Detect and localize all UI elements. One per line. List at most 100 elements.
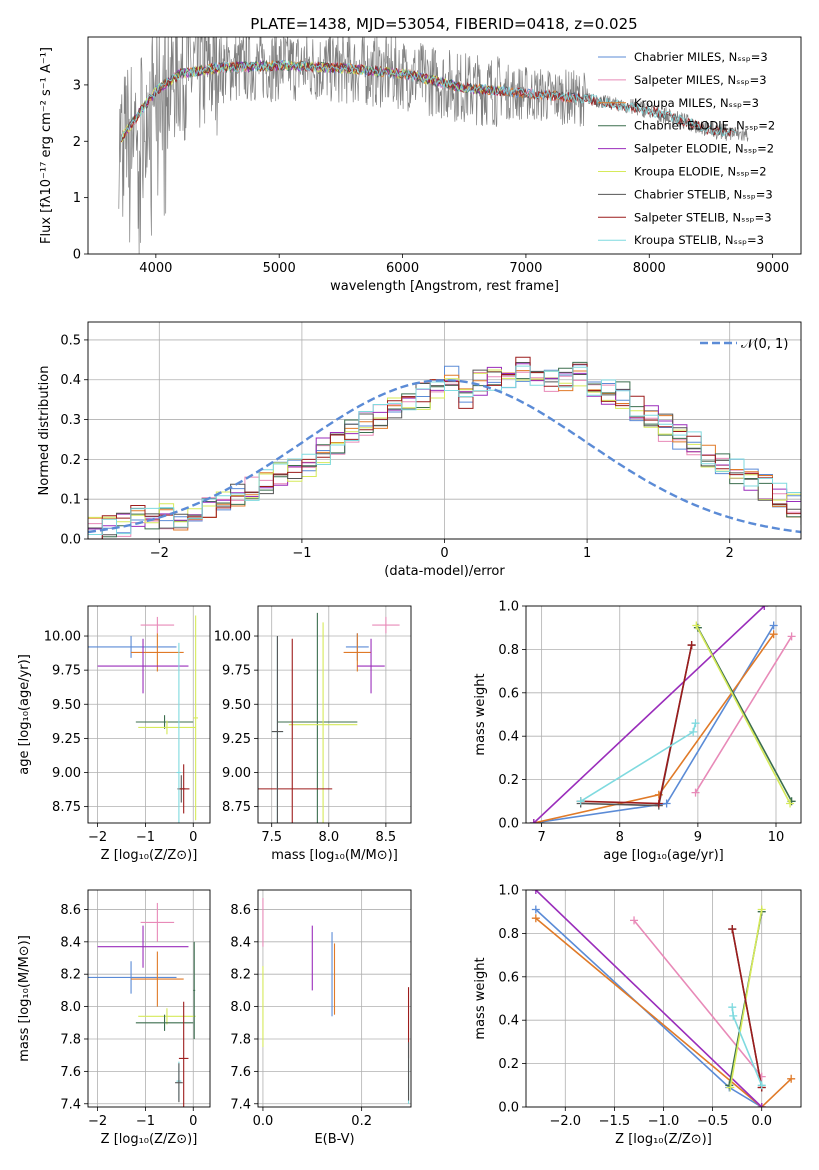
errorbar-point — [97, 638, 189, 694]
errorbar-point — [131, 633, 184, 672]
y-tick-label: 8.75 — [52, 800, 81, 815]
y-tick-label: 0.2 — [498, 1057, 519, 1072]
y-tick-label: 8.6 — [60, 903, 81, 918]
weight-marker — [787, 632, 796, 641]
x-tick-label: −2 — [88, 1114, 107, 1129]
x-tick-label: 1 — [583, 546, 591, 561]
weight-marker — [786, 799, 795, 808]
plot-area-spectrum — [118, 37, 749, 254]
errorbar-point — [277, 612, 358, 823]
x-tick-label: −1 — [292, 546, 311, 561]
residual-hist-kroupa_miles — [88, 370, 801, 531]
weight-marker — [692, 621, 701, 630]
y-axis-label: mass weight — [473, 673, 488, 755]
weight-marker — [760, 606, 769, 610]
errorbar-point — [135, 715, 194, 729]
x-axis-label: Z [log₁₀(Z/Z⊙)] — [101, 848, 198, 863]
weight-marker — [529, 819, 538, 823]
normal-curve — [88, 378, 801, 534]
x-tick-label: 5000 — [263, 261, 296, 276]
errorbar-point — [138, 720, 196, 735]
x-tick-label: 0.0 — [253, 1114, 274, 1129]
y-tick-label: 8.0 — [60, 1000, 81, 1015]
y-tick-label: 10.00 — [214, 630, 251, 645]
legend-label: 𝒩(0, 1) — [741, 337, 788, 352]
x-axis-label: mass [log₁₀(M/M⊙)] — [271, 848, 398, 863]
axes-frame — [87, 36, 802, 255]
errorbar-point — [343, 633, 372, 672]
weight-marker — [769, 621, 778, 630]
weight-marker — [531, 890, 540, 894]
x-tick-label: 8.0 — [318, 830, 339, 845]
weight-marker — [691, 788, 700, 797]
x-tick-label: −0.5 — [697, 1114, 729, 1129]
y-tick-label: 0.4 — [498, 730, 519, 745]
weight-marker — [654, 799, 663, 808]
errorbar-point — [140, 902, 175, 942]
x-tick-label: −1 — [136, 1114, 155, 1129]
legend-label: Salpeter STELIB, Nₛₛₚ=3 — [634, 210, 772, 224]
x-tick-label: 7000 — [509, 261, 542, 276]
errorbar-point — [357, 638, 385, 694]
axes-frame — [257, 889, 412, 1108]
axes-frame — [87, 889, 211, 1108]
x-axis-label: Z [log₁₀(Z/Z⊙)] — [101, 1132, 198, 1147]
plot-area-mass_vs_ebv — [262, 898, 410, 1104]
weight-marker — [662, 799, 671, 808]
weight-marker — [531, 905, 540, 914]
axes-age_vs_Z: −2 −1 0 8.75 9.00 9.25 9.50 9.75 10.00 Z [log₁₀(Z… — [17, 605, 211, 863]
plot-area-age_vs_mass — [258, 612, 400, 823]
y-tick-label: 0.0 — [60, 533, 81, 548]
y-tick-label: 1.0 — [498, 600, 519, 615]
y-tick-label: 0.2 — [498, 773, 519, 788]
weight-marker — [531, 914, 540, 923]
y-axis-label: age [log₁₀(age/yr)] — [17, 654, 32, 775]
y-tick-label: 8.0 — [230, 1000, 251, 1015]
weight-marker — [757, 1103, 766, 1107]
errorbar-point — [131, 951, 184, 1007]
errorbar-point — [288, 622, 358, 823]
y-tick-label: 0.0 — [498, 1101, 519, 1116]
weight-marker — [726, 1083, 735, 1092]
y-tick-label: 9.50 — [222, 698, 251, 713]
x-tick-label: −2 — [150, 546, 169, 561]
legend-label: Kroupa STELIB, Nₛₛₚ=3 — [634, 233, 764, 247]
axes-spectrum: 4000 5000 6000 7000 8000 9000 0 1 2 3 wavelength [… — [39, 36, 802, 294]
weight-line-kroupa_elodie — [695, 625, 791, 804]
x-tick-label: 8 — [616, 830, 624, 845]
y-tick-label: 0.8 — [498, 927, 519, 942]
legend-label: Kroupa ELODIE, Nₛₛₚ=2 — [634, 165, 767, 179]
plot-area-mass_weight_vs_age — [529, 606, 796, 823]
y-axis-label: mass [log₁₀(M/M⊙)] — [17, 935, 32, 1062]
y-tick-label: 0.4 — [498, 1014, 519, 1029]
y-tick-label: 0.4 — [60, 373, 81, 388]
axes-mass_weight_vs_age: 7 8 9 10 0.0 0.2 0.4 0.6 0.8 1.0 age [log₁₀(age/yr… — [473, 600, 802, 863]
y-tick-label: 7.4 — [60, 1097, 81, 1112]
y-tick-label: 9.25 — [52, 732, 81, 747]
residual-hist-kroupa_stelib — [88, 365, 801, 535]
x-tick-label: 9000 — [756, 261, 789, 276]
axes-residuals: −2 −1 0 1 2 0.0 0.1 0.2 0.3 0.4 0.5 (data-model)/er… — [37, 321, 802, 579]
errorbar-point — [138, 1008, 196, 1025]
errorbar-point — [193, 615, 199, 821]
errorbar-point — [271, 636, 284, 823]
y-tick-label: 7.6 — [230, 1065, 251, 1080]
x-tick-label: 0.0 — [751, 1114, 772, 1129]
y-tick-label: 0 — [73, 248, 81, 263]
y-axis-label: mass weight — [473, 957, 488, 1039]
x-tick-label: 0 — [440, 546, 448, 561]
weight-marker — [757, 1081, 766, 1090]
axes-frame — [257, 605, 412, 824]
x-axis-label: Z [log₁₀(Z/Z⊙)] — [615, 1132, 712, 1147]
errorbar-point — [193, 941, 196, 1039]
x-tick-label: 8.5 — [376, 830, 397, 845]
y-tick-label: 8.75 — [222, 800, 251, 815]
errorbar-point — [88, 961, 177, 994]
y-tick-label: 9.00 — [222, 766, 251, 781]
errorbar-point — [178, 1001, 189, 1107]
axes-mass_vs_ebv: 0.0 0.2 7.4 7.6 7.8 8.0 8.2 8.4 8.6 E(B-V) — [230, 889, 412, 1147]
weight-marker — [769, 630, 778, 639]
weight-line-salpeter_elodie — [535, 890, 763, 1107]
axes-frame — [87, 605, 211, 824]
